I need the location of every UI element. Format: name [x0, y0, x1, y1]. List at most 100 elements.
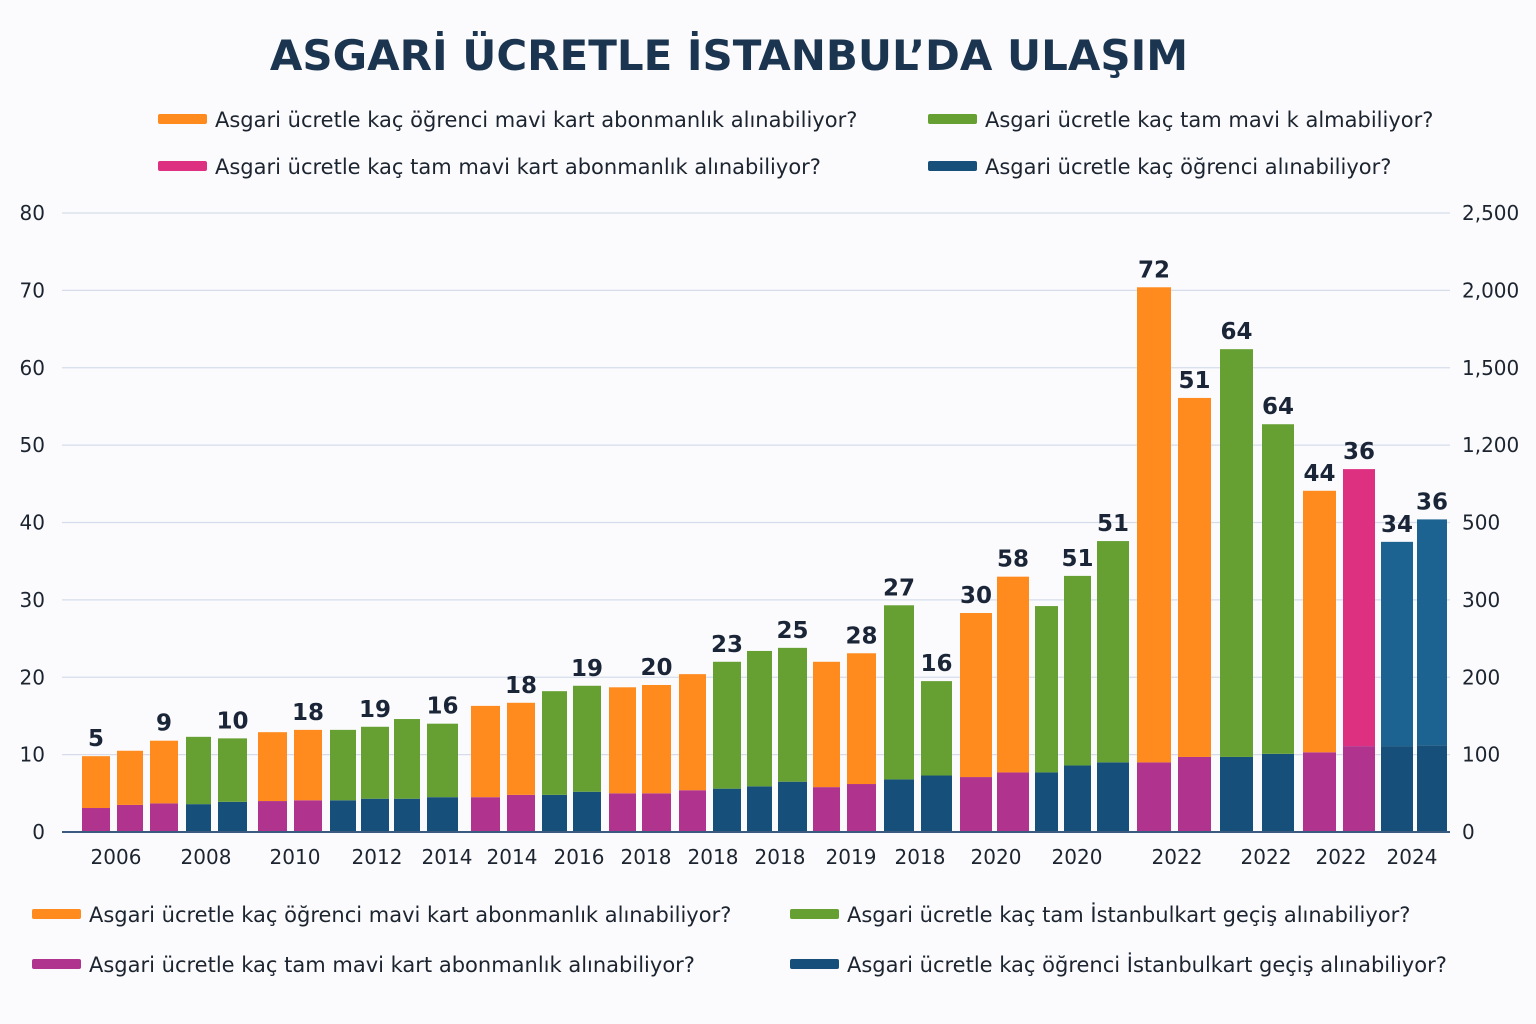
x-tick-label: 2014	[422, 845, 473, 869]
bars	[82, 287, 1447, 832]
bar-segment-purple	[847, 784, 876, 832]
bar-segment-purple	[150, 803, 178, 832]
legend-item: Asgari ücretle kaç öğrenci alınabiliyor?	[928, 155, 1391, 179]
bar-stack	[1178, 397, 1211, 832]
bar-segment-green	[218, 738, 247, 802]
y-right-tick-label: 500	[1462, 511, 1500, 535]
bar-segment-blue	[218, 801, 247, 832]
bar-stack	[778, 647, 807, 832]
data-label: 36	[1343, 439, 1375, 465]
data-label: 44	[1303, 461, 1335, 487]
bar-stack	[1064, 575, 1091, 832]
legend-label: Asgari ücretle kaç tam mavi k almabiliyo…	[985, 108, 1433, 132]
bar-stack	[960, 613, 992, 832]
x-tick-label: 2018	[755, 845, 806, 869]
y-right-tick-label: 100	[1462, 743, 1500, 767]
x-tick-label: 2012	[352, 845, 403, 869]
bar-stack	[258, 732, 287, 832]
bar-segment-purple	[117, 804, 143, 832]
y-left-tick-label: 20	[20, 665, 45, 689]
y-left-tick-label: 50	[20, 433, 45, 457]
bar-stack	[150, 740, 178, 832]
bar-segment-green	[747, 650, 772, 787]
x-tick-label: 2020	[1052, 845, 1103, 869]
x-tick-label: 2024	[1387, 845, 1438, 869]
bar-segment-lightblue	[1417, 519, 1447, 746]
data-label: 10	[216, 708, 248, 734]
bar-stack	[573, 685, 601, 832]
data-label: 19	[359, 697, 391, 723]
x-tick-label: 2022	[1152, 845, 1203, 869]
bar-stack	[186, 736, 211, 832]
data-label: 72	[1138, 257, 1170, 283]
bar-stack	[713, 661, 741, 832]
x-tick-label: 2008	[181, 845, 232, 869]
bar-segment-orange	[117, 750, 143, 805]
bar-stack	[542, 691, 567, 832]
bar-segment-blue	[1220, 756, 1253, 832]
bar-segment-blue	[427, 797, 458, 832]
data-label: 18	[292, 700, 324, 726]
bar-segment-purple	[960, 777, 992, 832]
bar-segment-blue	[1064, 765, 1091, 832]
bar-segment-blue	[1097, 762, 1129, 832]
axes: 0 0 10 100 20 200 30 300 40 500 50 1,200 60 1,500 70 2,…	[20, 201, 1520, 869]
legend-item: Asgari ücretle kaç öğrenci mavi kart abo…	[32, 903, 731, 927]
legend-label: Asgari ücretle kaç tam mavi kart abonman…	[89, 953, 695, 977]
legend-label: Asgari ücretle kaç öğrenci mavi kart abo…	[89, 903, 731, 927]
legend-item: Asgari ücretle kaç tam mavi k almabiliyo…	[928, 108, 1433, 132]
x-tick-label: 2019	[826, 845, 877, 869]
bar-stack	[394, 719, 420, 832]
bar-segment-lightblue	[1381, 541, 1413, 747]
y-left-tick-label: 30	[20, 588, 45, 612]
legends: Asgari ücretle kaç öğrenci mavi kart abo…	[32, 108, 1447, 977]
bar-segment-blue	[330, 800, 356, 832]
y-left-tick-label: 0	[32, 820, 45, 844]
bar-segment-orange	[507, 702, 535, 795]
bar-segment-green	[884, 605, 914, 780]
bar-segment-blue	[1035, 772, 1058, 832]
bar-segment-blue	[1381, 746, 1413, 832]
bar-stack	[921, 681, 952, 832]
bar-segment-orange	[258, 732, 287, 802]
x-tick-label: 2014	[487, 845, 538, 869]
legend-item: Asgari ücretle kaç öğrenci İstanbulkart …	[790, 952, 1447, 977]
legend-label: Asgari ücretle kaç öğrenci İstanbulkart …	[847, 952, 1447, 977]
bar-segment-orange	[1178, 397, 1211, 757]
legend-label: Asgari ücretle kaç tam mavi kart abonman…	[215, 155, 821, 179]
data-label: 30	[960, 583, 992, 609]
bar-stack	[507, 702, 535, 832]
data-label: 16	[920, 651, 952, 677]
chart-title: ASGARİ ÜCRETLE İSTANBUL’DA ULAŞIM	[270, 30, 1188, 80]
bar-segment-purple	[679, 790, 706, 832]
bar-segment-orange	[609, 687, 636, 794]
bar-segment-orange	[679, 674, 706, 791]
bar-segment-blue	[921, 775, 952, 832]
bar-segment-blue	[713, 788, 741, 832]
bar-segment-purple	[471, 797, 500, 832]
data-label: 64	[1220, 319, 1252, 345]
bar-segment-green	[1097, 541, 1129, 763]
x-tick-label: 2022	[1316, 845, 1367, 869]
bar-stack	[884, 605, 914, 832]
bar-segment-purple	[642, 793, 671, 832]
bar-stack	[1220, 349, 1253, 832]
y-right-tick-label: 2,000	[1462, 278, 1519, 302]
y-right-tick-label: 2,500	[1462, 201, 1519, 225]
bar-segment-blue	[1262, 753, 1294, 832]
x-tick-label: 2020	[971, 845, 1022, 869]
bar-segment-blue	[884, 779, 914, 832]
bar-stack	[427, 723, 458, 832]
bar-segment-green	[1035, 606, 1058, 773]
bar-stack	[1343, 469, 1375, 832]
legend-item: Asgari ücretle kaç tam mavi kart abonman…	[32, 953, 695, 977]
x-tick-label: 2022	[1241, 845, 1292, 869]
bar-segment-green	[542, 691, 567, 795]
data-label: 28	[845, 623, 877, 649]
bar-stack	[1381, 541, 1413, 832]
bar-stack	[1137, 287, 1171, 832]
bar-segment-green	[1064, 575, 1091, 766]
bar-segment-pink	[1343, 469, 1375, 747]
bar-stack	[117, 750, 143, 832]
bar-stack	[1035, 606, 1058, 832]
